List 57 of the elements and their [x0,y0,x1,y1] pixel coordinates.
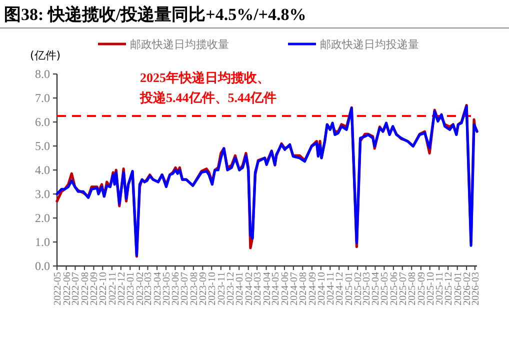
x-tick-label: 2023-01 [126,272,137,306]
chart-title: 图38: 快递揽收/投递量同比+4.5%/+4.8% [4,5,306,24]
x-tick-label: 2024-03 [252,272,264,306]
y-tick-label: 5.0 [35,139,50,153]
y-tick-label: 6.0 [35,115,50,129]
x-tick-label: 2025-08 [407,272,418,306]
legend-label: 邮政快递日均投递量 [320,38,419,51]
x-tick-label: 2025-07 [398,272,409,306]
x-tick-label: 2024-05 [270,272,282,306]
annotation: 2025年快递日均揽收、投递5.44亿件、5.44亿件 [139,70,276,105]
x-tick-label: 2023-12 [225,272,236,306]
x-tick-label: 2023-04 [152,272,164,306]
x-tick-label: 2025-06 [388,272,400,306]
x-tick-label: 2025-09 [416,272,428,306]
x-tick-label: 2023-05 [161,272,172,306]
y-tick-label: 0.0 [35,259,50,273]
x-tick-label: 2022-06 [62,272,73,306]
x-tick-label: 2025-12 [444,272,455,306]
x-tick-label: 2023-09 [198,272,210,306]
x-tick-label: 2023-06 [170,272,182,306]
x-tick-label: 2025-01 [344,272,355,306]
x-tick-label: 2023-10 [207,272,218,306]
x-tick-label: 2023-02 [134,272,146,306]
x-tick-label: 2024-04 [262,272,273,306]
y-tick-label: 2.0 [35,211,50,225]
y-tick-label: 1.0 [35,235,50,249]
y-tick-label: 8.0 [35,67,50,81]
x-tick-label: 2023-03 [143,272,154,306]
x-tick-label: 2025-05 [380,272,391,306]
x-tick-label: 2026-01 [452,272,464,306]
x-tick-label: 2024-02 [244,272,255,306]
x-tick-label: 2022-10 [98,272,110,306]
x-tick-label: 2024-09 [307,272,318,306]
x-tick-label: 2024-10 [316,272,328,306]
x-tick-label: 2023-08 [188,272,200,306]
x-tick-label: 2022-12 [116,272,128,306]
x-tick-label: 2024-01 [234,272,246,306]
x-tick-label: 2024-11 [326,272,337,305]
y-tick-label: 7.0 [35,91,50,105]
x-tick-label: 2023-07 [180,272,191,306]
x-tick-label: 2022-08 [80,272,91,306]
y-axis-title: (亿件) [30,49,61,62]
legend-label: 邮政快递日均揽收量 [130,38,229,51]
x-tick-label: 2023-11 [216,272,228,305]
x-tick-label: 2024-12 [334,272,346,306]
y-tick-label: 3.0 [35,187,50,201]
x-tick-label: 2025-10 [425,272,436,306]
x-tick-label: 2022-07 [70,272,82,306]
x-tick-label: 2022-05 [52,272,64,306]
x-tick-label: 2022-11 [107,272,118,305]
x-tick-label: 2024-07 [288,272,300,306]
x-tick-label: 2022-09 [89,272,100,306]
y-tick-label: 4.0 [35,163,50,177]
x-tick-label: 2024-08 [298,272,310,306]
x-tick-label: 2025-04 [370,272,382,306]
x-tick-label: 2025-11 [434,272,446,305]
x-tick-label: 2024-06 [280,272,291,306]
